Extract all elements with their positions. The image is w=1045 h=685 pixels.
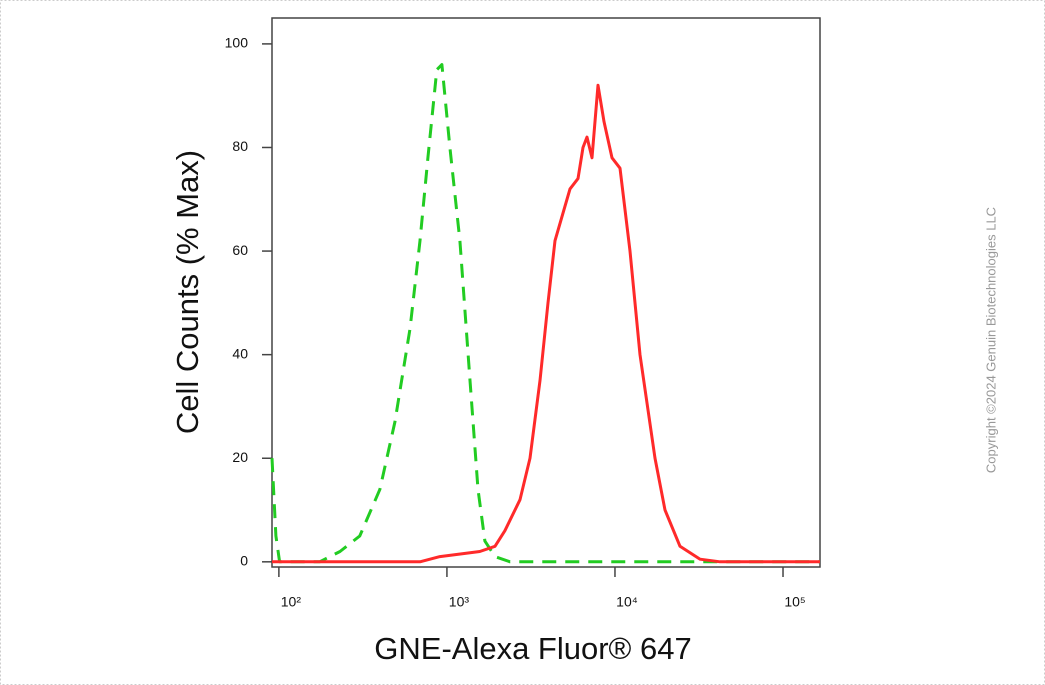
x-tick-label: 10³ (449, 594, 470, 610)
x-tick-label: 10⁵ (784, 594, 805, 610)
copyright: Copyright ©2024 Genuin Biotechnologies L… (983, 207, 998, 473)
x-tick-label: 10² (281, 594, 302, 610)
y-axis-label: Cell Counts (% Max) (170, 150, 205, 434)
y-tick-label: 40 (232, 345, 248, 361)
histogram-line (272, 83, 820, 564)
plot-frame (271, 17, 821, 568)
y-tick-label: 100 (225, 35, 249, 51)
y-tick-label: 80 (232, 138, 248, 154)
y-tick-label: 60 (232, 242, 248, 258)
x-tick-label: 10⁴ (616, 594, 638, 610)
y-tick-label: 20 (232, 449, 248, 465)
x-axis-label: GNE-Alexa Fluor® 647 (374, 631, 691, 666)
y-tick-label: 0 (240, 553, 248, 569)
histogram-line (270, 63, 820, 564)
